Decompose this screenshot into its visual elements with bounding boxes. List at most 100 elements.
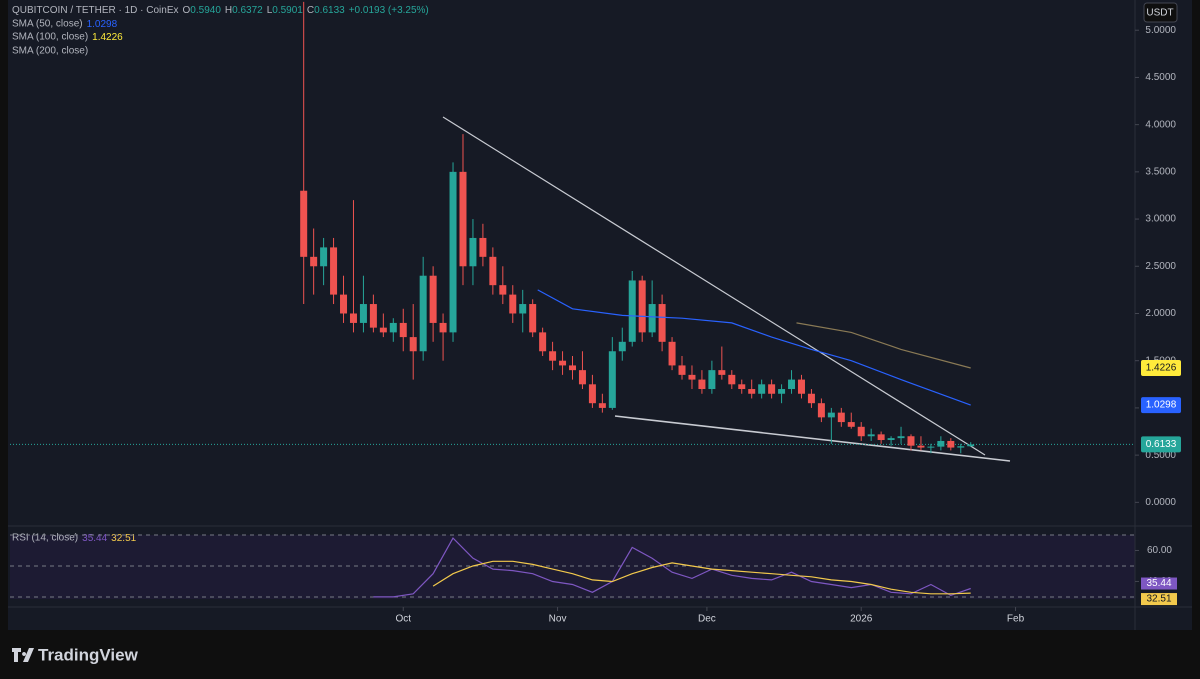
- rsi-label-box: [1141, 593, 1177, 606]
- candle-body: [907, 436, 915, 446]
- candle-body: [698, 379, 706, 390]
- candle-body: [439, 322, 447, 333]
- rsi-label: 32.51: [1146, 594, 1171, 605]
- candle-body: [578, 370, 586, 385]
- candle-body: [359, 304, 367, 323]
- rsi-tick-label: 60.00: [1147, 545, 1172, 556]
- candle-body: [738, 384, 746, 390]
- panel: [8, 0, 1192, 630]
- candle-body: [957, 446, 965, 448]
- candle-body: [459, 171, 467, 267]
- trendline-lower: [614, 415, 1011, 462]
- trendline-upper: [442, 116, 986, 456]
- candle-body: [708, 370, 716, 390]
- ohlc-name: O: [183, 5, 191, 16]
- candle-body: [778, 389, 786, 394]
- y-tick-label: 3.0000: [1145, 214, 1176, 225]
- symbol: QUBITCOIN / TETHER · 1D · CoinEx: [12, 5, 179, 16]
- sma-line: [796, 322, 971, 369]
- legend-value: 1.0298: [87, 19, 118, 30]
- ohlc-name: L: [267, 5, 273, 16]
- ohlc-value: 0.6133: [314, 5, 345, 16]
- price-label-box: [1141, 397, 1181, 414]
- x-tick-label: Dec: [698, 614, 716, 625]
- candle-body: [330, 247, 338, 295]
- candle-body: [937, 440, 945, 447]
- candle-body: [817, 403, 825, 418]
- ohlc-name: H: [225, 5, 232, 16]
- candle-body: [519, 304, 527, 314]
- sma-line: [537, 289, 971, 406]
- rsi-line: [432, 560, 971, 595]
- x-tick-label: Nov: [549, 614, 567, 625]
- candle-body: [927, 446, 935, 448]
- candle-body: [389, 322, 397, 333]
- candle-body: [897, 436, 905, 439]
- candle-body: [340, 294, 348, 314]
- rsi-label-box: [1141, 577, 1177, 590]
- candle-body: [598, 403, 606, 408]
- y-tick-label: 0.5000: [1145, 450, 1176, 461]
- candle-body: [320, 247, 328, 267]
- candle-body: [499, 285, 507, 295]
- candle-body: [618, 341, 626, 352]
- y-tick-label: 4.5000: [1145, 72, 1176, 83]
- candle-body: [658, 304, 666, 342]
- candle-body: [857, 426, 865, 437]
- legend-value: 35.44: [82, 533, 107, 544]
- candle-body: [469, 237, 477, 267]
- candle-body: [479, 237, 487, 257]
- price-label: 1.0298: [1146, 400, 1177, 411]
- candle-body: [877, 434, 885, 441]
- price-label: 0.6133: [1146, 439, 1177, 450]
- candle-body: [349, 313, 357, 323]
- legend-sma200: SMA (200, close): [12, 46, 88, 57]
- candle-body: [688, 374, 696, 380]
- currency-badge[interactable]: [1143, 2, 1178, 23]
- ohlc-value: 0.5940: [190, 5, 221, 16]
- brand-logo: [12, 648, 34, 662]
- candle-body: [549, 351, 557, 361]
- y-tick-label: 2.5000: [1145, 261, 1176, 272]
- rsi-label: 35.44: [1146, 578, 1171, 589]
- ohlc-name: C: [307, 5, 314, 16]
- candle-body: [758, 384, 766, 394]
- candle-body: [529, 304, 537, 333]
- y-tick-label: 3.5000: [1145, 166, 1176, 177]
- candle-body: [638, 280, 646, 333]
- y-tick-label: 5.0000: [1145, 25, 1176, 36]
- brand: TradingView: [38, 645, 139, 664]
- legend-sma100: SMA (100, close) 1.4226: [12, 32, 123, 43]
- candle-body: [399, 322, 407, 338]
- candle-body: [678, 365, 686, 375]
- candle-body: [867, 434, 875, 437]
- candle-body: [509, 294, 517, 314]
- candle-body: [369, 304, 377, 328]
- candle-body: [429, 275, 437, 323]
- chart-title: QUBITCOIN / TETHER · 1D · CoinEx O0.5940 H…: [12, 5, 429, 16]
- legend-value: 32.51: [111, 533, 136, 544]
- candle-body: [409, 337, 417, 352]
- ohlc-value: 0.6372: [232, 5, 263, 16]
- candle-body: [310, 256, 318, 267]
- candle-body: [668, 341, 676, 366]
- legend-sma50: SMA (50, close) 1.0298: [12, 19, 118, 30]
- x-tick-label: Feb: [1007, 614, 1025, 625]
- y-tick-label: 2.0000: [1145, 308, 1176, 319]
- candle-body: [718, 370, 726, 375]
- price-label-box: [1141, 360, 1181, 377]
- candle-body: [648, 304, 656, 333]
- candle-body: [419, 275, 427, 352]
- rsi-band: [10, 535, 1135, 599]
- candle-body: [628, 280, 636, 342]
- candle-body: [847, 422, 855, 427]
- currency: USDT: [1146, 8, 1173, 19]
- y-tick-label: 0.0000: [1145, 497, 1176, 508]
- price-label-box: [1141, 436, 1181, 453]
- candle-body: [807, 393, 815, 404]
- candle-body: [827, 412, 835, 418]
- candle-body: [588, 384, 596, 404]
- candle-body: [608, 351, 616, 408]
